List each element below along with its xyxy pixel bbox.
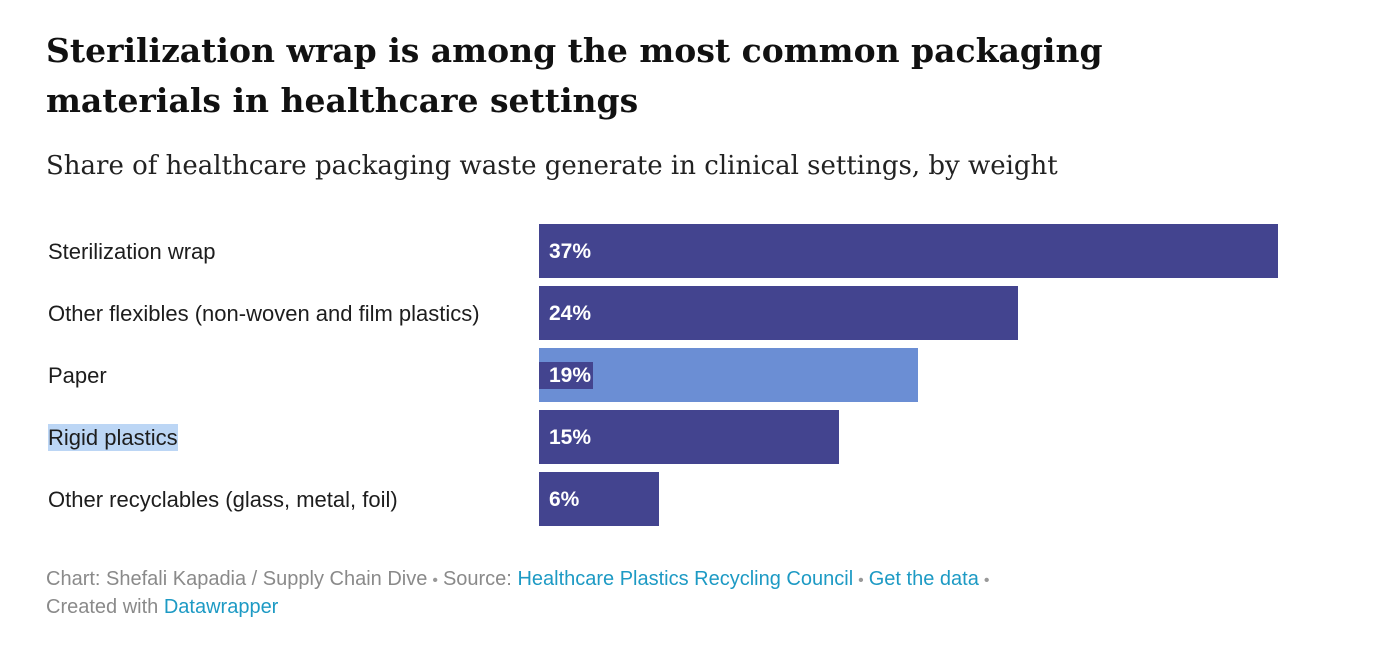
bar[interactable] xyxy=(539,348,918,402)
chart-footer: Chart: Shefali Kapadia / Supply Chain Di… xyxy=(46,566,1346,621)
chart-credit: Chart: Shefali Kapadia / Supply Chain Di… xyxy=(46,568,428,590)
footer-separator: • xyxy=(858,572,864,589)
chart-title: Sterilization wrap is among the most com… xyxy=(46,31,1103,120)
category-label: Rigid plastics xyxy=(48,424,178,451)
source-label: Source: xyxy=(442,568,512,590)
category-label: Other flexibles (non-woven and film plas… xyxy=(48,301,480,326)
bar-value-label: 24% xyxy=(549,302,592,325)
created-with-label: Created with xyxy=(46,596,159,618)
bar-value-label: 15% xyxy=(549,426,592,449)
get-the-data-link[interactable]: Get the data xyxy=(868,568,979,590)
bar-value-label: 6% xyxy=(549,488,580,511)
chart-subtitle: Share of healthcare packaging waste gene… xyxy=(46,151,1058,181)
category-label: Paper xyxy=(48,363,107,388)
category-label: Other recyclables (glass, metal, foil) xyxy=(48,487,398,512)
datawrapper-link[interactable]: Datawrapper xyxy=(163,596,279,618)
bar[interactable] xyxy=(539,410,839,464)
bar-value-label: 37% xyxy=(549,240,592,263)
bar[interactable] xyxy=(539,224,1278,278)
category-label: Sterilization wrap xyxy=(48,239,216,264)
bar[interactable] xyxy=(539,286,1018,340)
source-link[interactable]: Healthcare Plastics Recycling Council xyxy=(517,568,854,590)
bar[interactable] xyxy=(539,472,659,526)
bar-value-label: 19% xyxy=(539,362,594,389)
footer-separator: • xyxy=(983,572,990,589)
footer-separator: • xyxy=(432,572,438,589)
